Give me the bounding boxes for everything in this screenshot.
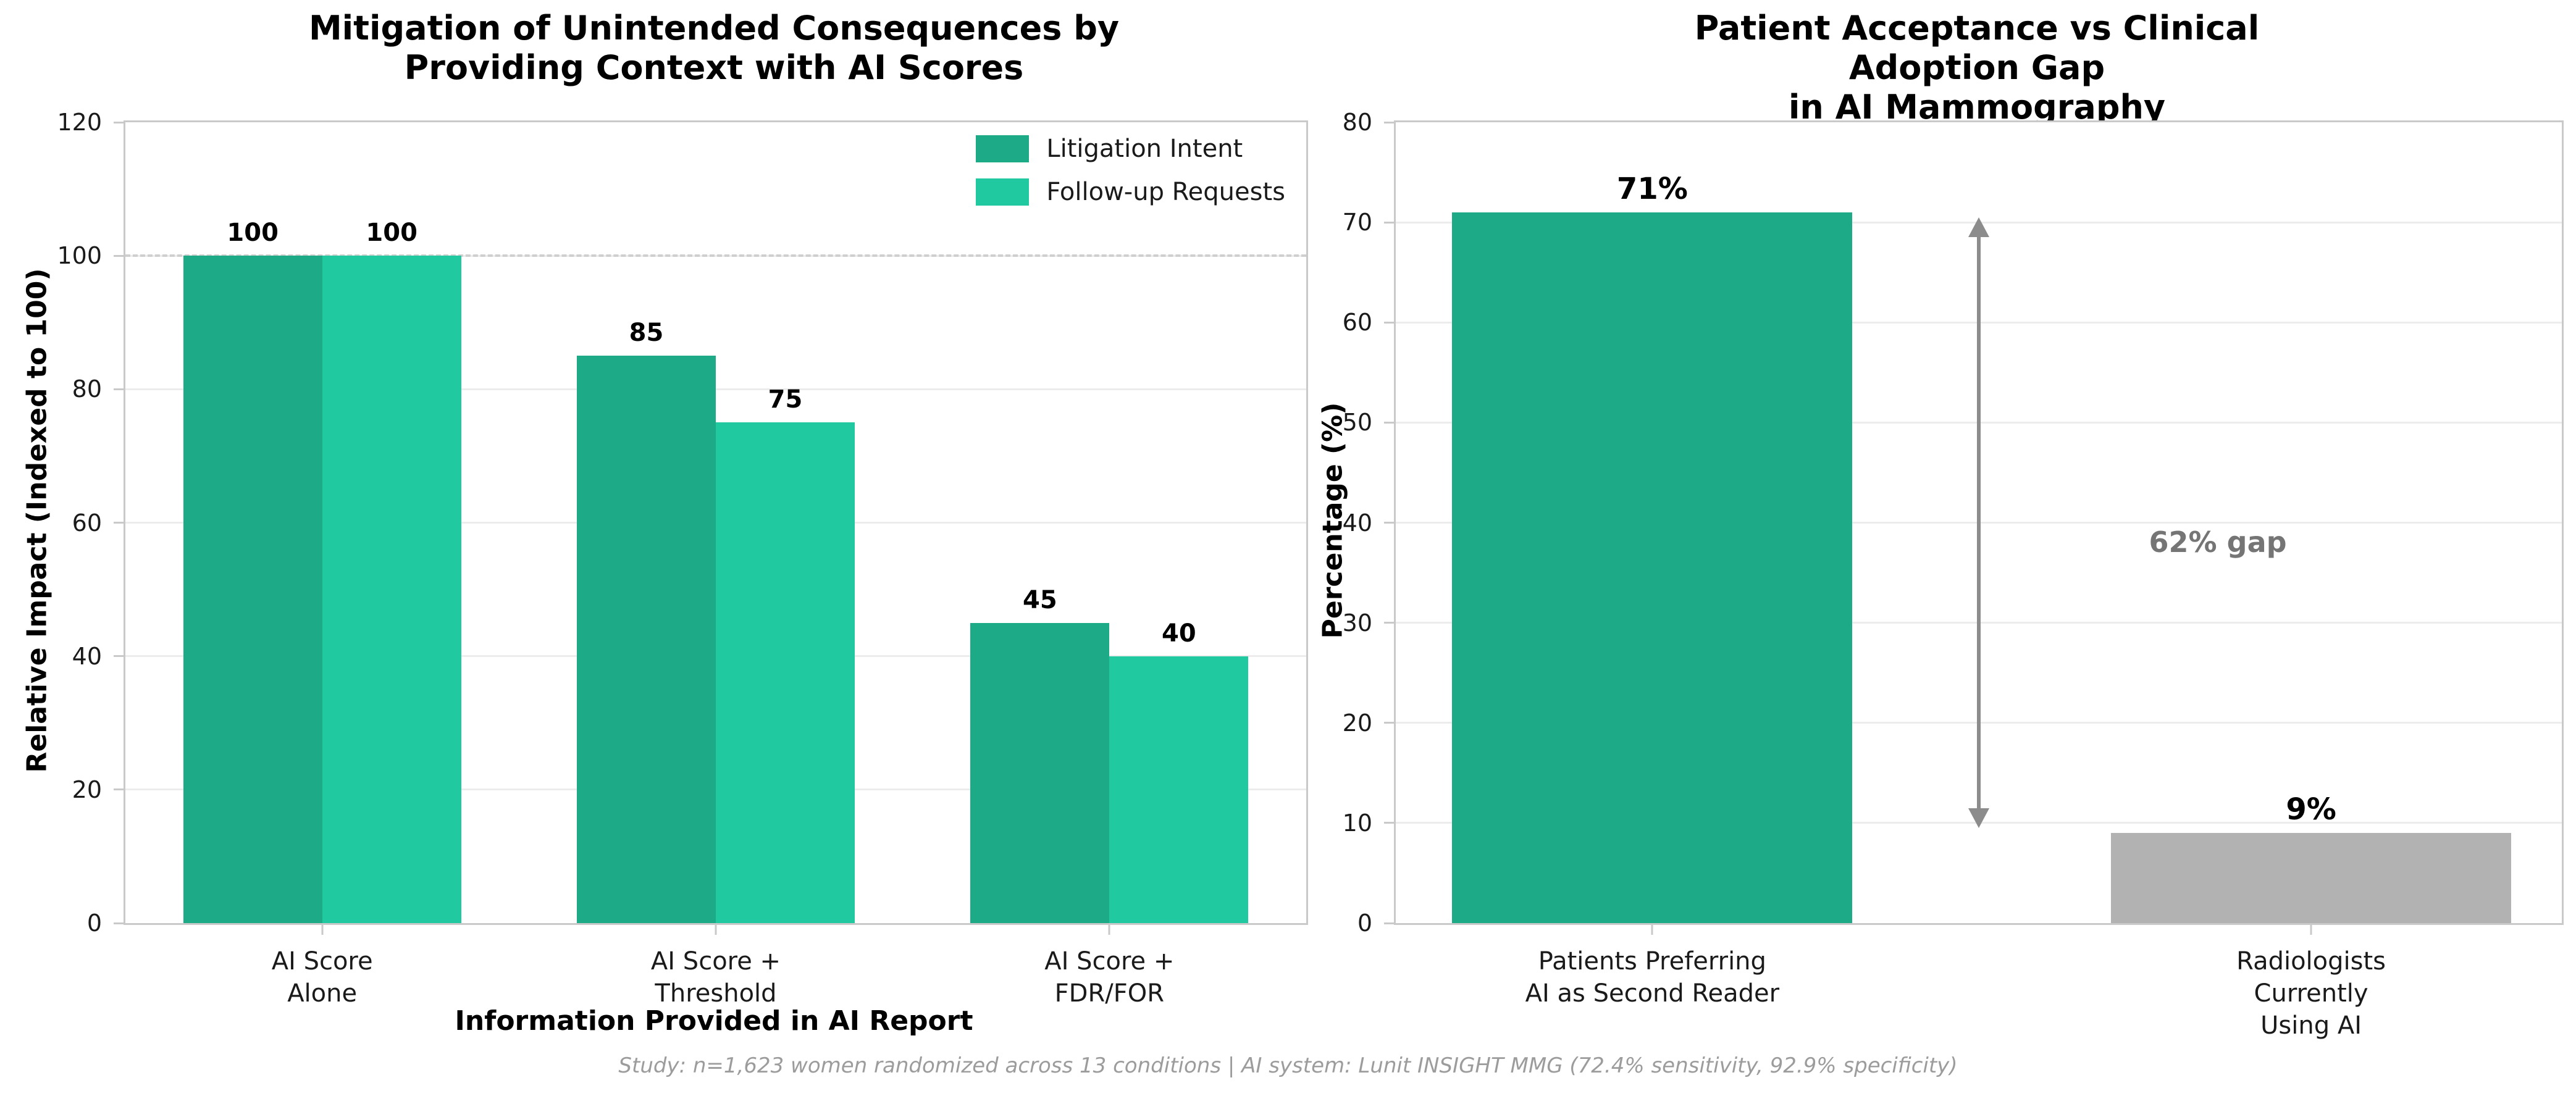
y-tick-label: 40 <box>1342 509 1372 537</box>
bar-value-label: 75 <box>768 385 803 414</box>
y-tick-mark <box>114 522 124 524</box>
left-chart-title: Mitigation of Unintended Consequences by… <box>308 9 1120 87</box>
y-tick-mark <box>1384 321 1394 324</box>
y-tick-label: 70 <box>1342 209 1372 236</box>
y-tick-label: 20 <box>1342 709 1372 737</box>
category-label: AI Score + FDR/FOR <box>1044 947 1175 1008</box>
y-tick-mark <box>114 121 124 123</box>
y-tick-label: 30 <box>1342 609 1372 637</box>
bar-litigation-intent <box>577 356 716 923</box>
legend-item: Follow-up Requests <box>976 178 1285 206</box>
right-chart-title: Patient Acceptance vs Clinical Adoption … <box>1694 9 2260 127</box>
bar-litigation-intent <box>183 256 322 923</box>
y-tick-mark <box>114 388 124 390</box>
y-tick-label: 50 <box>1342 409 1372 437</box>
bar-value-label: 45 <box>1022 585 1057 614</box>
legend-swatch <box>976 135 1030 162</box>
bar-value-label: 100 <box>366 219 417 248</box>
y-tick-label: 120 <box>57 109 102 136</box>
right-chart-plot-area: 0 10 20 30 40 50 60 70 80 Patients Preferring AI … <box>1343 109 2564 1040</box>
y-tick-mark <box>1384 221 1394 224</box>
y-tick-mark <box>114 788 124 791</box>
gap-arrow-line <box>1977 233 1981 813</box>
y-tick-mark <box>1384 622 1394 624</box>
y-tick-mark <box>114 254 124 257</box>
y-tick-mark <box>1384 421 1394 424</box>
y-tick-label: 80 <box>72 375 102 403</box>
x-tick-mark <box>1651 925 1653 935</box>
y-tick-mark <box>114 922 124 924</box>
y-tick-mark <box>1384 121 1394 123</box>
y-tick-label: 0 <box>86 910 102 937</box>
bar-follow-up-requests <box>1109 656 1249 923</box>
x-tick-mark <box>715 925 717 935</box>
y-tick-label: 10 <box>1342 809 1372 837</box>
reference-line-100 <box>125 254 1306 257</box>
x-tick-mark <box>321 925 324 935</box>
left-y-axis-label: Relative Impact (Indexed to 100) <box>21 268 53 773</box>
gap-annotation: 62% gap <box>2149 525 2287 559</box>
y-tick-mark <box>1384 922 1394 924</box>
y-tick-label: 60 <box>72 509 102 537</box>
bar-value-label: 100 <box>227 219 279 248</box>
y-tick-mark <box>1384 522 1394 524</box>
left-chart-plot-area: 0 20 40 60 80 100 120 AI Score Alone 100 100 AI Sc… <box>57 109 1308 1008</box>
bar-follow-up-requests <box>716 422 855 923</box>
gap-arrow-down-head <box>1968 808 1989 829</box>
legend-label: Litigation Intent <box>1046 135 1243 163</box>
bar <box>2111 833 2512 923</box>
y-tick-label: 60 <box>1342 309 1372 337</box>
bar-value-label: 85 <box>629 319 664 348</box>
bar-litigation-intent <box>970 622 1110 923</box>
bar-value-label: 71% <box>1616 171 1688 206</box>
category-label: AI Score Alone <box>271 947 373 1008</box>
y-tick-mark <box>114 655 124 658</box>
legend-label: Follow-up Requests <box>1046 178 1285 206</box>
legend-swatch <box>976 178 1030 206</box>
study-footnote: Study: n=1,623 women randomized across 1… <box>618 1053 1958 1078</box>
bar <box>1452 212 1853 923</box>
legend: Litigation Intent Follow-up Requests <box>976 135 1285 206</box>
x-tick-mark <box>2310 925 2312 935</box>
y-tick-mark <box>1384 822 1394 824</box>
y-tick-label: 100 <box>57 242 102 270</box>
bar-value-label: 9% <box>2286 792 2336 827</box>
legend-item: Litigation Intent <box>976 135 1285 163</box>
gridline <box>125 388 1306 390</box>
y-tick-label: 80 <box>1342 109 1372 136</box>
category-label: Patients Preferring AI as Second Reader <box>1525 947 1780 1008</box>
category-label: Radiologists Currently Using AI <box>2236 947 2386 1040</box>
left-x-axis-label: Information Provided in AI Report <box>455 1005 973 1037</box>
bar-value-label: 40 <box>1161 619 1196 648</box>
y-tick-mark <box>1384 722 1394 724</box>
category-label: AI Score + Threshold <box>650 947 781 1008</box>
y-tick-label: 40 <box>72 642 102 670</box>
bar-follow-up-requests <box>322 256 461 923</box>
y-tick-label: 0 <box>1357 910 1372 937</box>
x-tick-mark <box>1108 925 1110 935</box>
y-tick-label: 20 <box>72 776 102 803</box>
